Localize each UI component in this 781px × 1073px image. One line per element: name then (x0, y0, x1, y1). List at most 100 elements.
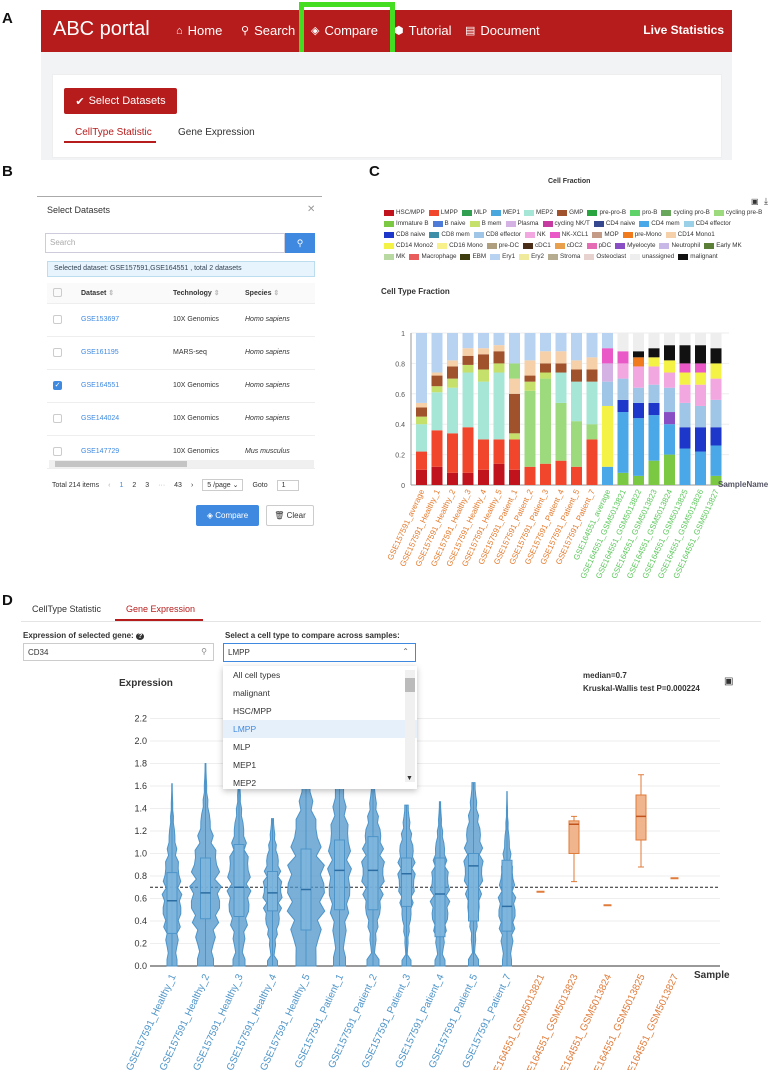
option-mep1[interactable]: MEP1 (233, 760, 257, 770)
brand-logo[interactable]: ABC portal (53, 18, 150, 40)
option-mep2[interactable]: MEP2 (233, 778, 257, 788)
select-datasets-button[interactable]: ✔ Select Datasets (64, 88, 177, 114)
legend-item[interactable]: cDC2 (554, 241, 583, 250)
table-row[interactable]: GSE161195 MARS-seq Homo sapiens (47, 336, 315, 370)
search-button[interactable]: ⚲ (285, 233, 315, 253)
legend-item[interactable]: Osteoclast (584, 252, 626, 261)
tab-celltype-statistic[interactable]: CellType Statistic (75, 127, 152, 138)
nav-tutorial[interactable]: ⬢ Tutorial (394, 23, 451, 38)
dataset-link[interactable]: GSE153697 (81, 316, 120, 323)
option-lmpp[interactable]: LMPP (223, 720, 417, 738)
gene-input[interactable]: CD34 ⚲ (23, 643, 214, 661)
legend-item[interactable]: MLP (461, 208, 487, 217)
scrollbar-thumb[interactable] (55, 461, 187, 467)
legend-item[interactable]: CD16 Mono (437, 241, 483, 250)
row-select-cell[interactable]: ✓ (47, 369, 75, 403)
dataset-link[interactable]: GSE147729 (81, 448, 120, 455)
page-3[interactable]: 3 (145, 481, 150, 489)
legend-item[interactable]: CD4 effector (683, 219, 731, 228)
legend-item[interactable]: MOP (592, 230, 619, 239)
legend-item[interactable]: Immature B (384, 219, 429, 228)
row-checkbox[interactable] (53, 447, 62, 456)
header-species[interactable]: Species ⇕ (239, 283, 315, 304)
legend-item[interactable]: CD8 effector (473, 230, 521, 239)
dataset-link[interactable]: GSE144024 (81, 415, 120, 422)
dataset-link[interactable]: GSE164551 (81, 382, 120, 389)
legend-item[interactable]: pre-Mono (622, 230, 662, 239)
goto-input[interactable]: 1 (276, 479, 299, 491)
table-row[interactable]: GSE153697 10X Genomics Homo sapiens (47, 303, 315, 337)
nav-search[interactable]: ⚲ Search (241, 23, 295, 38)
nav-compare[interactable]: ◈ Compare (311, 23, 378, 38)
legend-item[interactable]: cDC1 (523, 241, 551, 250)
legend-item[interactable]: CD14 Mono1 (665, 230, 715, 239)
prev-page-button[interactable]: ‹ (108, 481, 111, 489)
legend-item[interactable]: CD4 mem (639, 219, 680, 228)
legend-item[interactable]: CD8 mem (429, 230, 470, 239)
row-checkbox[interactable] (53, 414, 62, 423)
sort-icon[interactable]: ⇕ (273, 289, 280, 297)
legend-item[interactable]: Early MK (704, 241, 742, 250)
dataset-link[interactable]: GSE161195 (81, 349, 119, 356)
option-all-cell-types[interactable]: All cell types (233, 670, 281, 680)
option-mlp[interactable]: MLP (233, 742, 251, 752)
legend-item[interactable]: GMP (557, 208, 583, 217)
clear-button[interactable]: 🗑 Clear (266, 505, 314, 526)
page-size-select[interactable]: 5 /page ⌄ (202, 479, 244, 491)
legend-item[interactable]: pDC (586, 241, 611, 250)
legend-item[interactable]: HSC/MPP (384, 208, 425, 217)
row-checkbox[interactable]: ✓ (53, 381, 62, 390)
page-2[interactable]: 2 (132, 481, 137, 489)
legend-item[interactable]: NK-XCL1 (549, 230, 588, 239)
header-technology[interactable]: Technology ⇕ (167, 283, 239, 304)
table-row[interactable]: ✓ GSE164551 10X Genomics Homo sapiens (47, 369, 315, 403)
option-malignant[interactable]: malignant (233, 688, 270, 698)
horizontal-scrollbar[interactable] (49, 460, 314, 468)
close-icon[interactable]: ✕ (307, 204, 316, 215)
legend-item[interactable]: Plasma (505, 219, 539, 228)
legend-item[interactable]: CD8 naive (384, 230, 425, 239)
page-1[interactable]: 1 (119, 481, 124, 489)
legend-item[interactable]: pre-DC (486, 241, 519, 250)
legend-item[interactable]: NK (524, 230, 546, 239)
header-checkbox[interactable] (47, 283, 75, 304)
legend-item[interactable]: cycling NK/T (542, 219, 590, 228)
nav-live-statistics[interactable]: Live Statistics (643, 23, 724, 37)
legend-item[interactable]: MK (384, 252, 405, 261)
table-row[interactable]: GSE144024 10X Genomics Homo sapiens (47, 402, 315, 436)
image-export-icon[interactable]: ▣ (724, 676, 734, 687)
d-tab-gene-expression[interactable]: Gene Expression (126, 604, 196, 614)
legend-item[interactable]: MEP1 (490, 208, 520, 217)
legend-item[interactable]: B mem (469, 219, 502, 228)
sort-icon[interactable]: ⇕ (108, 289, 115, 297)
header-dataset[interactable]: Dataset ⇕ (75, 283, 167, 304)
row-select-cell[interactable] (47, 336, 75, 370)
page-43[interactable]: 43 (174, 481, 182, 489)
legend-item[interactable]: cycling pre-B (713, 208, 762, 217)
legend-item[interactable]: pre-pro-B (587, 208, 626, 217)
legend-item[interactable]: CD4 naive (593, 219, 635, 228)
legend-item[interactable]: Stroma (548, 252, 580, 261)
tab-gene-expression[interactable]: Gene Expression (178, 127, 255, 138)
compare-button[interactable]: ◈ Compare (196, 505, 259, 526)
dropdown-scrollbar-thumb[interactable] (405, 678, 415, 692)
option-hsc-mpp[interactable]: HSC/MPP (233, 706, 272, 716)
next-page-button[interactable]: › (190, 481, 194, 489)
row-select-cell[interactable] (47, 303, 75, 337)
dropdown-scrollbar[interactable]: ▼ (405, 670, 415, 782)
checkbox[interactable] (53, 288, 62, 298)
legend-item[interactable]: MEP2 (523, 208, 553, 217)
legend-item[interactable]: Ery1 (490, 252, 515, 261)
legend-item[interactable]: Ery2 (519, 252, 544, 261)
legend-item[interactable]: pro-B (630, 208, 657, 217)
nav-document[interactable]: ▤ Document (465, 23, 540, 38)
page-ellipsis[interactable]: ··· (158, 481, 166, 489)
legend-item[interactable]: CD14 Mono2 (384, 241, 433, 250)
legend-item[interactable]: malignant (678, 252, 718, 261)
scroll-down-icon[interactable]: ▼ (406, 775, 413, 782)
image-export-icon[interactable]: ▣ (751, 197, 759, 206)
row-select-cell[interactable] (47, 402, 75, 436)
row-checkbox[interactable] (53, 348, 62, 357)
legend-item[interactable]: Myelocyte (615, 241, 655, 250)
legend-item[interactable]: Neutrophil (659, 241, 700, 250)
